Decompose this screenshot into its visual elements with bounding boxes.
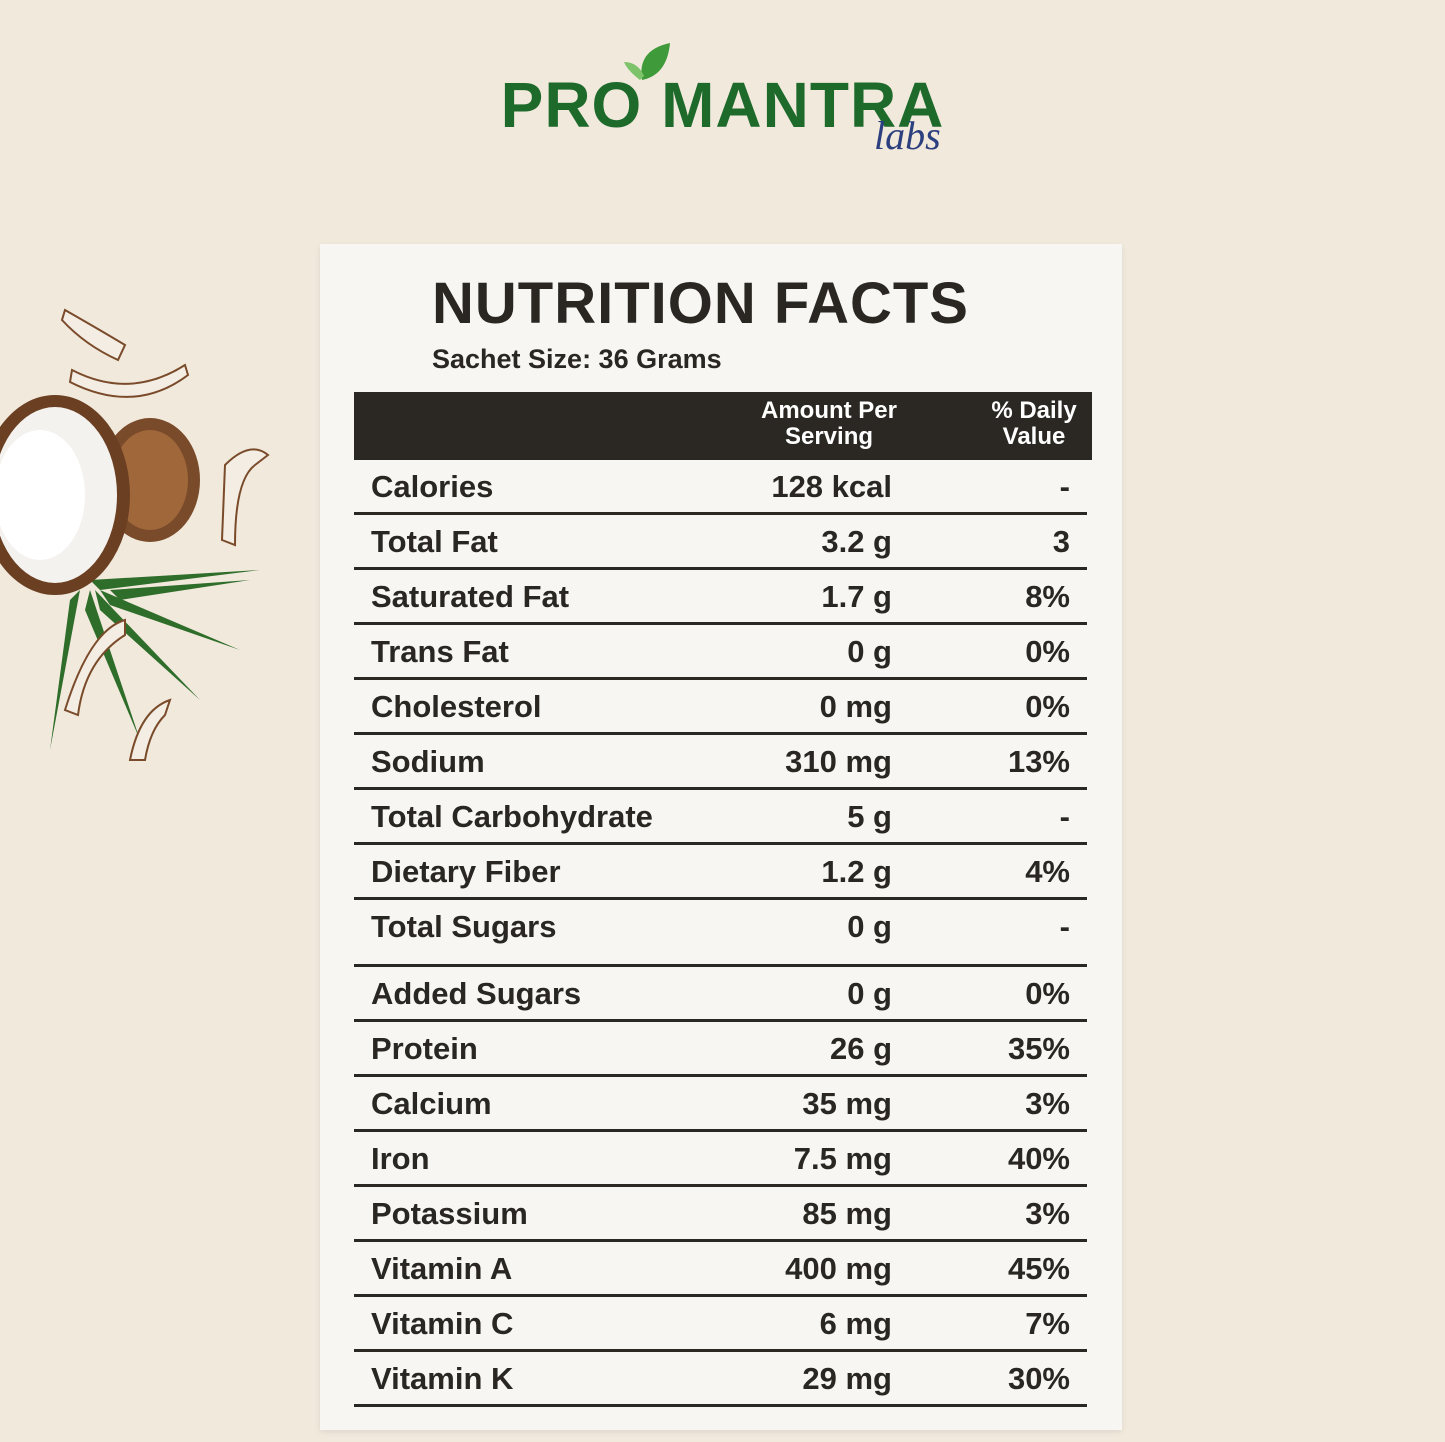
daily-value: - [1059, 799, 1070, 834]
amount: 0 g [847, 634, 892, 669]
nutrient-name: Vitamin A [371, 1251, 513, 1286]
nutrient-name: Saturated Fat [371, 579, 570, 614]
table-body: Calories 128 kcal - Total Fat 3.2 g 3 Saturate… [354, 460, 1087, 1407]
table-row: Added Sugars 0 g 0% [354, 967, 1087, 1022]
daily-value: 0% [1025, 689, 1070, 724]
daily-value: 3% [1025, 1196, 1070, 1231]
nutrient-name: Total Carbohydrate [371, 799, 653, 834]
nutrient-name: Sodium [371, 744, 485, 779]
nutrient-name: Calcium [371, 1086, 492, 1121]
amount: 6 mg [819, 1306, 892, 1341]
amount: 29 mg [802, 1361, 892, 1396]
nutrient-name: Vitamin C [371, 1306, 514, 1341]
table-row: Trans Fat 0 g 0% [354, 625, 1087, 680]
label-title: NUTRITION FACTS [432, 271, 969, 336]
table-row: Iron 7.5 mg 40% [354, 1132, 1087, 1187]
serving-size: Sachet Size: 36 Grams [432, 344, 722, 374]
brand-name: PRO MANTRA [500, 69, 945, 141]
logo-leaf [624, 43, 670, 80]
table-row: Vitamin K 29 mg 30% [354, 1352, 1087, 1407]
amount: 7.5 mg [793, 1141, 892, 1176]
nutrient-name: Potassium [371, 1196, 528, 1231]
daily-value: - [1059, 469, 1070, 504]
amount: 35 mg [802, 1086, 892, 1121]
nutrient-name: Protein [371, 1031, 478, 1066]
amount: 26 g [829, 1031, 892, 1066]
daily-value: 30% [1007, 1361, 1070, 1396]
amount: 1.2 g [821, 854, 892, 889]
daily-value: 0% [1025, 634, 1070, 669]
daily-value: 35% [1007, 1031, 1070, 1066]
amount: 400 mg [785, 1251, 892, 1286]
table-row: Calories 128 kcal - [354, 460, 1087, 515]
daily-value: - [1059, 909, 1070, 944]
nutrient-name: Total Fat [371, 524, 498, 559]
table-row: Sodium 310 mg 13% [354, 735, 1087, 790]
coconut-decoration [0, 308, 270, 761]
nutrient-name: Calories [371, 469, 494, 504]
nutrient-name: Iron [371, 1141, 430, 1176]
daily-value: 4% [1025, 854, 1070, 889]
nutrient-name: Dietary Fiber [371, 854, 561, 889]
daily-value: 40% [1007, 1141, 1070, 1176]
header-amount: Amount Per Serving [760, 397, 897, 450]
amount: 0 g [847, 909, 892, 944]
table-row: Total Carbohydrate 5 g - [354, 790, 1087, 845]
table-row: Saturated Fat 1.7 g 8% [354, 570, 1087, 625]
daily-value: 45% [1007, 1251, 1070, 1286]
amount: 1.7 g [821, 579, 892, 614]
amount: 3.2 g [821, 524, 892, 559]
table-row: Calcium 35 mg 3% [354, 1077, 1087, 1132]
amount: 128 kcal [771, 469, 892, 504]
table-row: Dietary Fiber 1.2 g 4% [354, 845, 1087, 900]
table-row: Vitamin A 400 mg 45% [354, 1242, 1087, 1297]
table-header: Amount Per Serving % Daily Value [354, 392, 1092, 460]
amount: 310 mg [785, 744, 892, 779]
nutrient-name: Cholesterol [371, 689, 542, 724]
nutrient-name: Total Sugars [371, 909, 557, 944]
table-row: Vitamin C 6 mg 7% [354, 1297, 1087, 1352]
table-row: Total Sugars 0 g - [354, 900, 1087, 967]
daily-value: 8% [1025, 579, 1070, 614]
amount: 0 g [847, 976, 892, 1011]
daily-value: 3% [1025, 1086, 1070, 1121]
nutrient-name: Added Sugars [371, 976, 582, 1011]
daily-value: 7% [1025, 1306, 1070, 1341]
daily-value: 13% [1007, 744, 1070, 779]
table-row: Cholesterol 0 mg 0% [354, 680, 1087, 735]
brand-sub: labs [874, 113, 941, 158]
amount: 0 mg [819, 689, 892, 724]
daily-value: 3 [1052, 524, 1070, 559]
nutrient-name: Vitamin K [371, 1361, 514, 1396]
nutrient-name: Trans Fat [371, 634, 509, 669]
amount: 85 mg [802, 1196, 892, 1231]
table-row: Potassium 85 mg 3% [354, 1187, 1087, 1242]
table-row: Total Fat 3.2 g 3 [354, 515, 1087, 570]
amount: 5 g [847, 799, 892, 834]
daily-value: 0% [1025, 976, 1070, 1011]
header-daily-value: % Daily Value [991, 397, 1077, 450]
table-row: Protein 26 g 35% [354, 1022, 1087, 1077]
